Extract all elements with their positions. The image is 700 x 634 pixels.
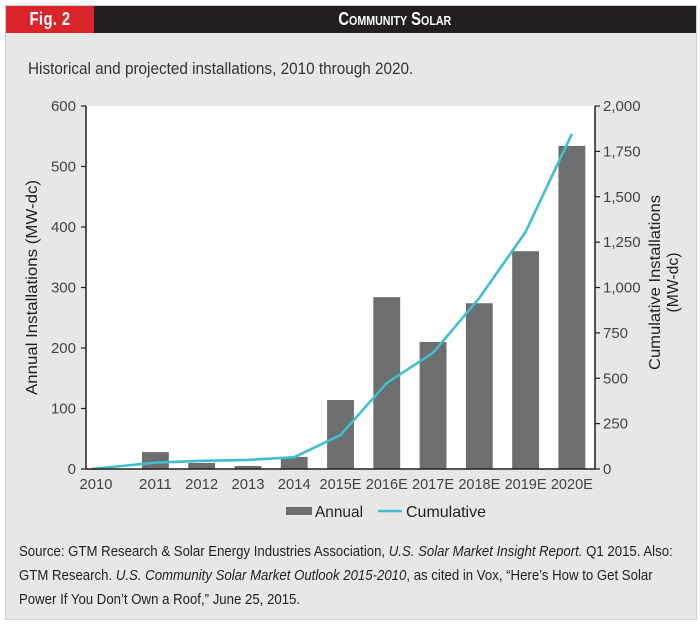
chart-subtitle-text: Historical and projected installations, … bbox=[28, 59, 414, 78]
x-tick-label: 2013 bbox=[231, 476, 264, 493]
x-tick-label: 2015E bbox=[320, 476, 362, 493]
source-text-2: Q1 2015. Also: GTM Research. bbox=[19, 543, 673, 584]
legend-cumulative-label: Cumulative bbox=[406, 504, 486, 521]
source-text-3: , as cited in Vox, “Here’s How to Get So… bbox=[19, 567, 653, 608]
right-tick-label: 250 bbox=[603, 416, 628, 433]
figure-header: Fig. 2 Community Solar bbox=[6, 6, 696, 33]
x-tick-label: 2014 bbox=[278, 476, 311, 493]
source-note: Source: GTM Research & Solar Energy Indu… bbox=[19, 540, 689, 612]
source-title-1: U.S. Solar Market Insight Report. bbox=[388, 543, 583, 560]
left-tick-label: 200 bbox=[51, 340, 76, 357]
figure-title-text: Community Solar bbox=[338, 9, 452, 29]
x-tick-label: 2016E bbox=[366, 476, 408, 493]
right-tick-label: 1,000 bbox=[603, 280, 641, 297]
left-axis-title: Annual Installations (MW-dc) bbox=[24, 180, 41, 395]
bar-2018E bbox=[465, 303, 493, 469]
bar-2012 bbox=[188, 462, 216, 469]
bar-2014 bbox=[280, 456, 308, 469]
left-tick-label: 400 bbox=[51, 219, 76, 236]
figure-number-text: Fig. 2 bbox=[29, 9, 71, 29]
legend-annual-swatch bbox=[286, 507, 312, 515]
source-title-2: U.S. Community Solar Market Outlook 2015… bbox=[115, 567, 407, 584]
bar-2011 bbox=[141, 452, 169, 469]
bar-2013 bbox=[234, 465, 262, 469]
right-tick-label: 1,250 bbox=[603, 234, 641, 251]
x-tick-label: 2017E bbox=[412, 476, 454, 493]
left-tick-label: 600 bbox=[51, 98, 76, 115]
bar-2019E bbox=[512, 251, 540, 469]
plot-area: 0 100 200 300 400 500 600 0 250 500 750 1,000 1,250 1… bbox=[24, 98, 682, 521]
bar-2017E bbox=[419, 341, 447, 469]
right-tick-label: 2,000 bbox=[603, 98, 641, 115]
bar-2020E bbox=[558, 145, 586, 469]
x-tick-label: 2011 bbox=[139, 476, 172, 493]
figure-title: Community Solar bbox=[94, 6, 696, 33]
x-tick-label: 2018E bbox=[458, 476, 500, 493]
right-tick-label: 0 bbox=[603, 461, 611, 478]
left-tick-label: 0 bbox=[68, 461, 76, 478]
left-tick-label: 500 bbox=[51, 159, 76, 176]
left-tick-label: 300 bbox=[51, 280, 76, 297]
right-axis-title-line1: Cumulative Installations bbox=[647, 195, 664, 370]
right-axis-title-line2: (MW-dc) bbox=[665, 253, 682, 313]
right-tick-label: 500 bbox=[603, 370, 628, 387]
legend-annual-label: Annual bbox=[315, 504, 363, 521]
source-text-1: : GTM Research & Solar Energy Industries… bbox=[60, 543, 389, 560]
x-tick-label: 2012 bbox=[185, 476, 218, 493]
right-tick-label: 750 bbox=[603, 325, 628, 342]
x-tick-label: 2019E bbox=[505, 476, 547, 493]
x-tick-label: 2010 bbox=[80, 476, 113, 493]
x-tick-label: 2020E bbox=[551, 476, 593, 493]
right-tick-label: 1,500 bbox=[603, 189, 641, 206]
source-label: Source bbox=[19, 543, 61, 560]
left-tick-label: 100 bbox=[51, 401, 76, 418]
right-tick-label: 1,750 bbox=[603, 143, 641, 160]
figure-number: Fig. 2 bbox=[6, 6, 94, 33]
chart-subtitle: Historical and projected installations, … bbox=[28, 59, 456, 79]
